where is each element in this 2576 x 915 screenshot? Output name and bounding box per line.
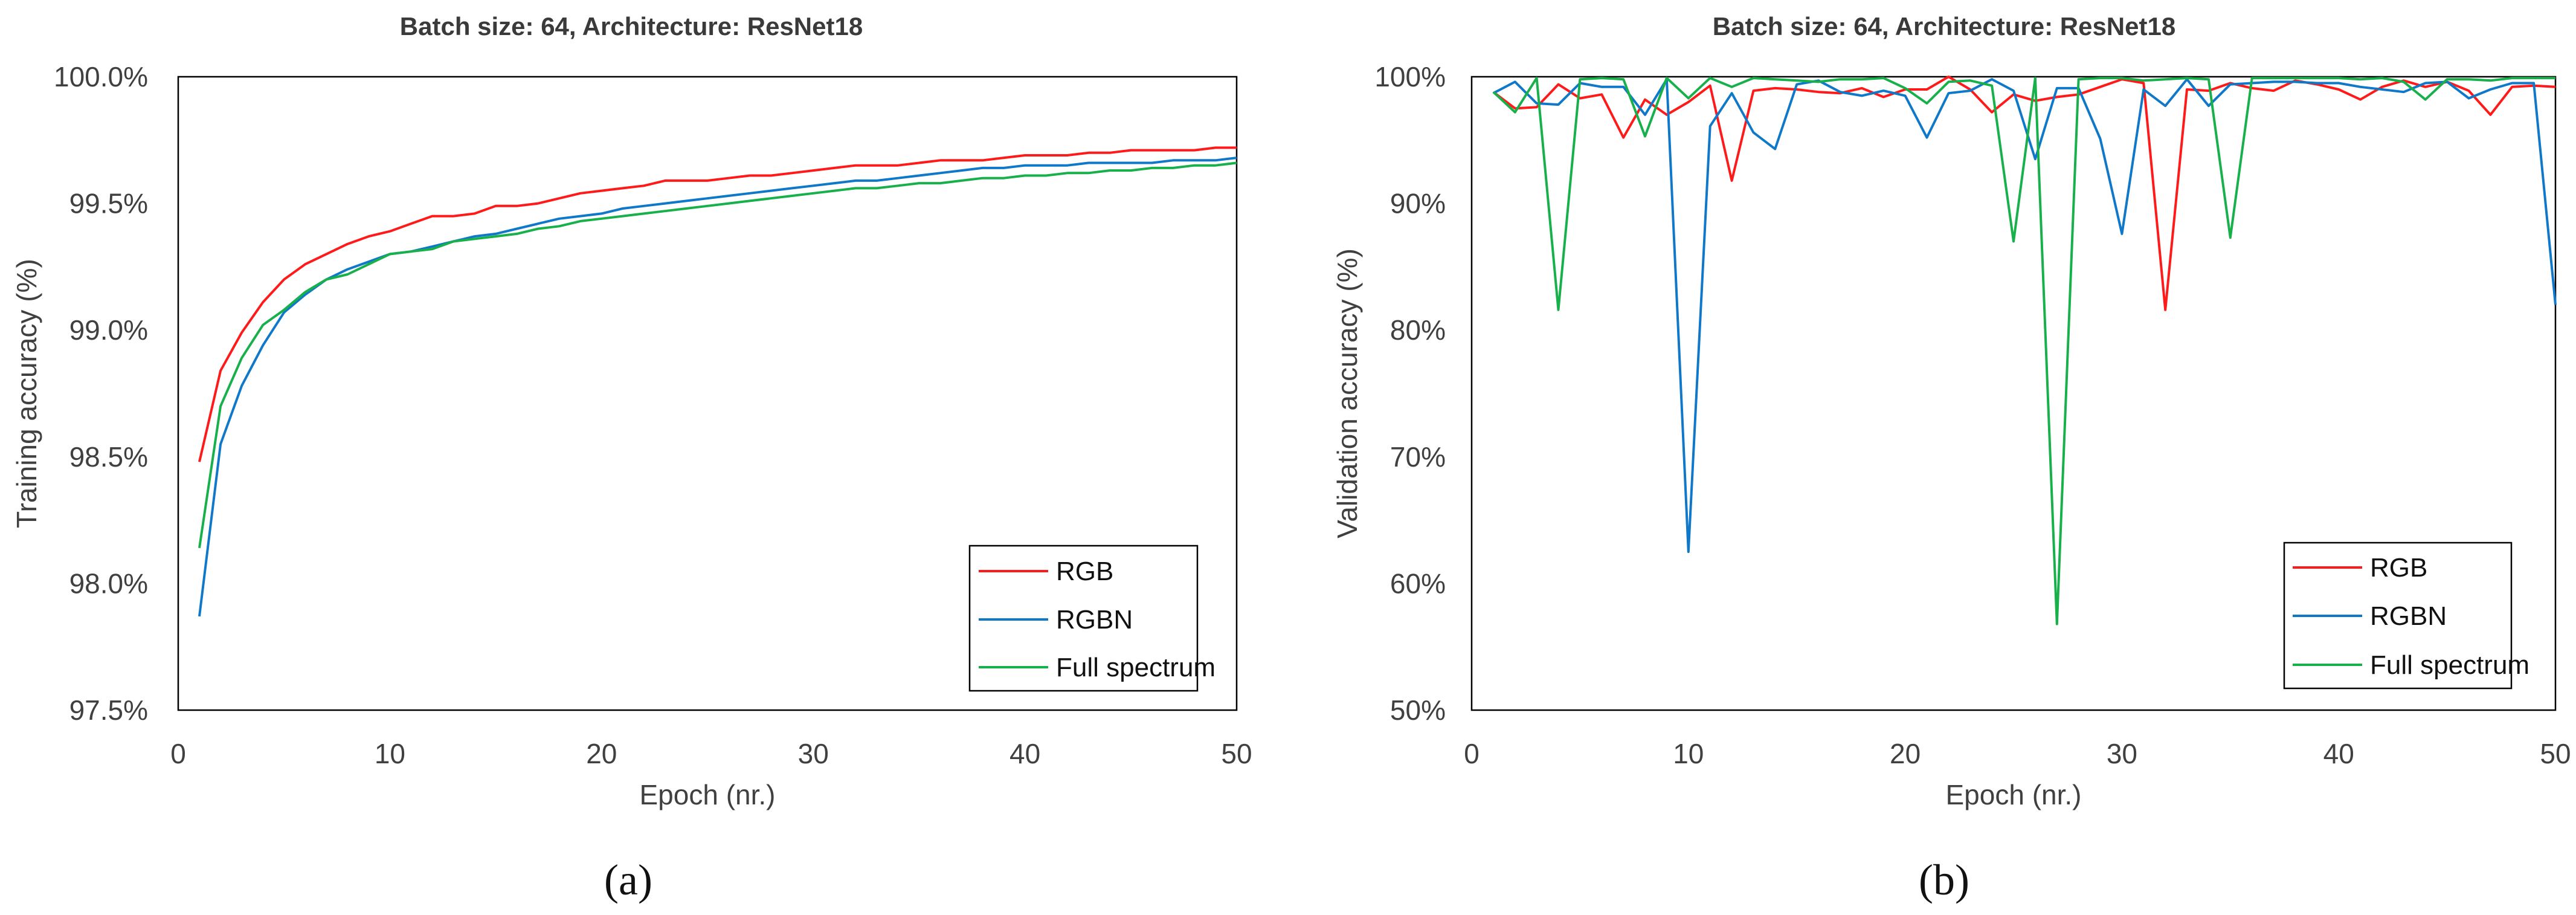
series-lines — [198, 146, 1237, 617]
x-tick-label: 10 — [1673, 738, 1704, 769]
legend-label-rgbn: RGBN — [2370, 601, 2447, 631]
x-tick-label: 0 — [1464, 738, 1480, 769]
y-tick-label: 100.0% — [54, 61, 148, 92]
x-tick-label: 50 — [2540, 738, 2571, 769]
y-tick-label: 80% — [1390, 314, 1446, 346]
legend-label-rgbn: RGBN — [1056, 605, 1133, 635]
panel-label-a: (a) — [604, 856, 652, 904]
y-tick-label: 100% — [1374, 61, 1446, 92]
plot-area-frame — [1470, 76, 2557, 711]
chart-panel-a: Batch size: 64, Architecture: ResNet18 9… — [11, 12, 1252, 904]
y-tick-label: 90% — [1390, 188, 1446, 219]
x-tick-label: 30 — [2107, 738, 2137, 769]
series-lines — [1492, 76, 2557, 626]
y-tick-labels: 50% 60% 70% 80% 90% 100% — [1374, 61, 1446, 726]
x-tick-labels: 0 10 20 30 40 50 — [1464, 738, 2571, 769]
x-tick-label: 30 — [798, 738, 829, 769]
legend: RGB RGBN Full spectrum — [2283, 542, 2529, 690]
chart-panel-b: Batch size: 64, Architecture: ResNet18 5… — [1331, 12, 2571, 904]
x-tick-label: 0 — [170, 738, 186, 769]
x-tick-label: 10 — [375, 738, 405, 769]
series-line-full-spectrum — [198, 161, 1237, 548]
series-line-rgbn — [1492, 78, 2557, 553]
x-tick-labels: 0 10 20 30 40 50 — [170, 738, 1252, 769]
x-tick-label: 40 — [2323, 738, 2354, 769]
chart-title: Batch size: 64, Architecture: ResNet18 — [1713, 12, 2175, 40]
legend: RGB RGBN Full spectrum — [968, 545, 1216, 692]
plot-area-frame — [177, 76, 1238, 711]
x-tick-label: 40 — [1009, 738, 1040, 769]
y-tick-label: 50% — [1390, 694, 1446, 726]
y-tick-label: 98.0% — [69, 567, 148, 599]
y-tick-label: 98.5% — [69, 441, 148, 473]
series-line-rgbn — [198, 157, 1237, 617]
y-tick-label: 60% — [1390, 567, 1446, 599]
series-line-full-spectrum — [1492, 77, 2555, 626]
legend-label-rgb: RGB — [2370, 553, 2427, 583]
x-tick-label: 20 — [1890, 738, 1921, 769]
x-tick-label: 50 — [1221, 738, 1252, 769]
legend-label-full-spectrum: Full spectrum — [2370, 650, 2529, 680]
y-tick-label: 99.0% — [69, 314, 148, 346]
legend-label-full-spectrum: Full spectrum — [1056, 653, 1216, 682]
y-axis-label: Training accuracy (%) — [11, 259, 42, 528]
legend-label-rgb: RGB — [1056, 557, 1113, 586]
series-line-rgb — [1492, 76, 2556, 311]
panel-label-b: (b) — [1919, 856, 1969, 904]
y-tick-labels: 97.5% 98.0% 98.5% 99.0% 99.5% 100.0% — [54, 61, 148, 726]
x-tick-label: 20 — [586, 738, 617, 769]
x-axis-label: Epoch (nr.) — [640, 779, 776, 810]
y-tick-label: 99.5% — [69, 188, 148, 219]
series-line-rgb — [198, 146, 1237, 462]
y-tick-label: 70% — [1390, 441, 1446, 473]
x-axis-label: Epoch (nr.) — [1946, 779, 2082, 810]
chart-title: Batch size: 64, Architecture: ResNet18 — [400, 12, 863, 40]
y-tick-label: 97.5% — [69, 694, 148, 726]
y-axis-label: Validation accuracy (%) — [1331, 248, 1363, 538]
